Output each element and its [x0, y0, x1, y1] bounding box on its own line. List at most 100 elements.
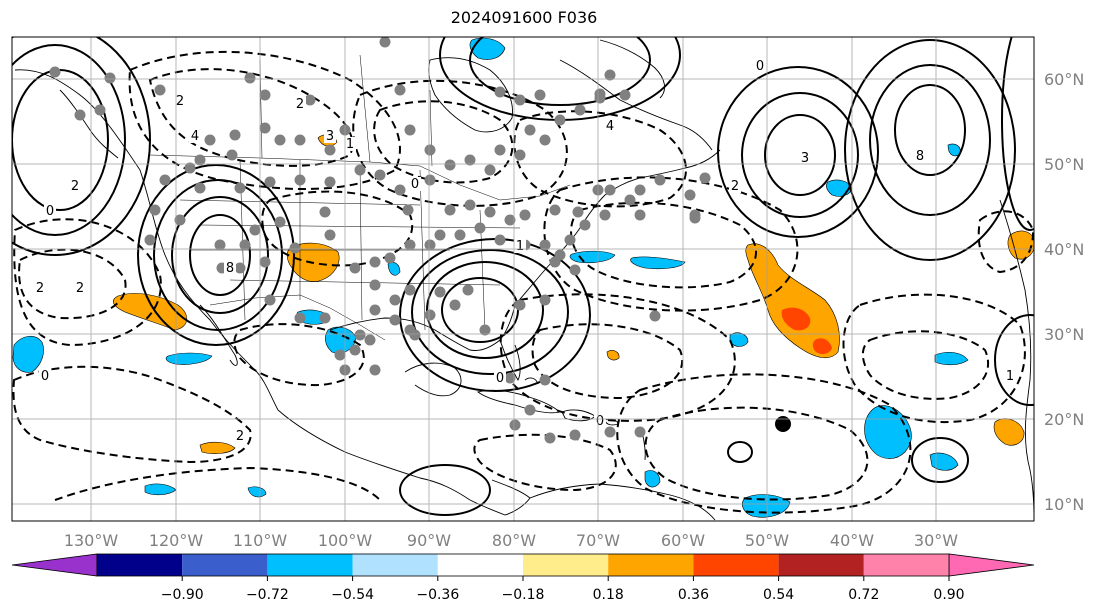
station-dot: [226, 149, 238, 161]
station-dot: [354, 164, 366, 176]
contour-label-bg: [914, 149, 926, 163]
map-frame: [11, 36, 1035, 522]
lon-tick-label: 110°W: [233, 531, 288, 550]
contour-neg-pacific-3: [12, 365, 252, 464]
border-state-lines-5: [359, 164, 363, 321]
station-dot: [289, 242, 301, 254]
colorbar-label: 0.90: [933, 587, 964, 603]
station-dot: [294, 312, 306, 324]
contour-pos-labrador-1: [469, 37, 651, 106]
contour-pos-pacific-nw-2: [12, 44, 126, 236]
station-dot: [569, 429, 581, 441]
station-dot: [369, 364, 381, 376]
station-dot: [404, 239, 416, 251]
lon-tick-label: 70°W: [576, 531, 620, 550]
colorbar-label: −0.54: [331, 587, 374, 603]
contour-pos-se-us-2: [426, 261, 544, 359]
lon-tick-label: 120°W: [149, 531, 204, 550]
colorbar-extend-max: [948, 553, 1035, 577]
patch-orange-east-atlantic: [1007, 230, 1034, 260]
station-dot: [324, 229, 336, 241]
contour-pos-tropics-2: [994, 314, 1034, 406]
contour-label: 4: [191, 129, 199, 144]
station-dot: [624, 194, 636, 206]
contour-pos-ne-atlantic-1: [894, 84, 966, 176]
lon-tick-label: 50°W: [745, 531, 789, 550]
station-dot: [539, 239, 551, 251]
contour-label-bg: [1004, 369, 1016, 383]
contour-label: 2: [176, 94, 184, 109]
station-dot: [634, 184, 646, 196]
station-dot: [74, 109, 86, 121]
patch-blue-pacific-west: [12, 336, 44, 373]
contour-label: 0: [596, 414, 604, 429]
station-dot: [554, 249, 566, 261]
patch-red-central-atlantic: [781, 307, 811, 331]
contour-neg-atlantic-1: [570, 201, 757, 289]
colorbar: −0.90 −0.72 −0.54 −0.36 −0.18 0.18 0.36 0.54 0.7…: [11, 553, 1035, 603]
station-dot: [409, 329, 421, 341]
contour-label-bg: [174, 94, 186, 108]
contour-label: 2: [76, 281, 84, 296]
station-dot: [604, 184, 616, 196]
station-dot: [264, 294, 276, 306]
lat-tick-label: 60°N: [1044, 70, 1084, 89]
station-dot: [394, 84, 406, 96]
coast-labrador: [559, 59, 713, 151]
contour-pos-pacific-nw-3: [12, 37, 151, 256]
patch-orange-west-africa: [993, 418, 1025, 446]
contour-neg-north-1: [148, 68, 354, 167]
station-dot: [319, 312, 331, 324]
contour-pos-se-us-3: [411, 249, 569, 375]
contour-label: 8: [226, 261, 234, 276]
station-dot: [462, 284, 474, 296]
contour-label-bg: [754, 59, 766, 73]
colorbar-segment: [693, 554, 779, 576]
station-dot: [524, 124, 536, 136]
station-dot: [684, 189, 696, 201]
lat-tick-label: 10°N: [1044, 495, 1084, 514]
station-dot: [94, 104, 106, 116]
colorbar-label: 0.54: [763, 587, 794, 603]
station-dot: [154, 84, 166, 96]
contour-label-bg: [74, 281, 86, 295]
station-dot: [534, 89, 546, 101]
patch-orange-pacific-south: [199, 441, 236, 454]
station-dot: [159, 174, 171, 186]
colorbar-segment: [97, 554, 183, 576]
station-dot: [484, 206, 496, 218]
colorbar-label: 0.72: [848, 587, 879, 603]
station-dot: [259, 256, 271, 268]
contour-neg-tropical-2: [616, 373, 912, 514]
station-dot: [572, 206, 584, 218]
contour-label-bg: [729, 179, 741, 193]
border-state-lines-9: [229, 279, 501, 286]
station-dot: [474, 222, 486, 234]
station-dot: [424, 144, 436, 156]
contour-neg-canada-2: [352, 79, 568, 207]
station-dot: [349, 262, 361, 274]
coast-greenland: [599, 39, 666, 99]
station-dot: [389, 294, 401, 306]
lon-tick-label: 130°W: [64, 531, 119, 550]
station-dot: [259, 122, 271, 134]
contour-label-bg: [409, 177, 421, 191]
contour-neg-north-2: [128, 50, 401, 190]
station-dot: [174, 214, 186, 226]
station-dot: [649, 310, 661, 322]
station-dot: [599, 209, 611, 221]
station-dot: [349, 344, 361, 356]
contour-label-bg: [294, 97, 306, 111]
contour-neg-gulf: [233, 323, 365, 387]
colorbar-segment: [863, 554, 949, 576]
station-dot: [604, 69, 616, 81]
station-dot: [479, 324, 491, 336]
latitude-labels: 60°N 50°N 40°N 30°N 20°N 10°N: [1044, 70, 1084, 514]
station-dot: [464, 154, 476, 166]
patch-blue-west-atlantic: [630, 256, 686, 270]
colorbar-extend-min: [11, 553, 98, 577]
contour-pos-west-us-3: [153, 179, 283, 331]
patch-orange-caribbean: [606, 350, 620, 361]
contour-label: 2: [236, 429, 244, 444]
station-dot: [274, 216, 286, 228]
